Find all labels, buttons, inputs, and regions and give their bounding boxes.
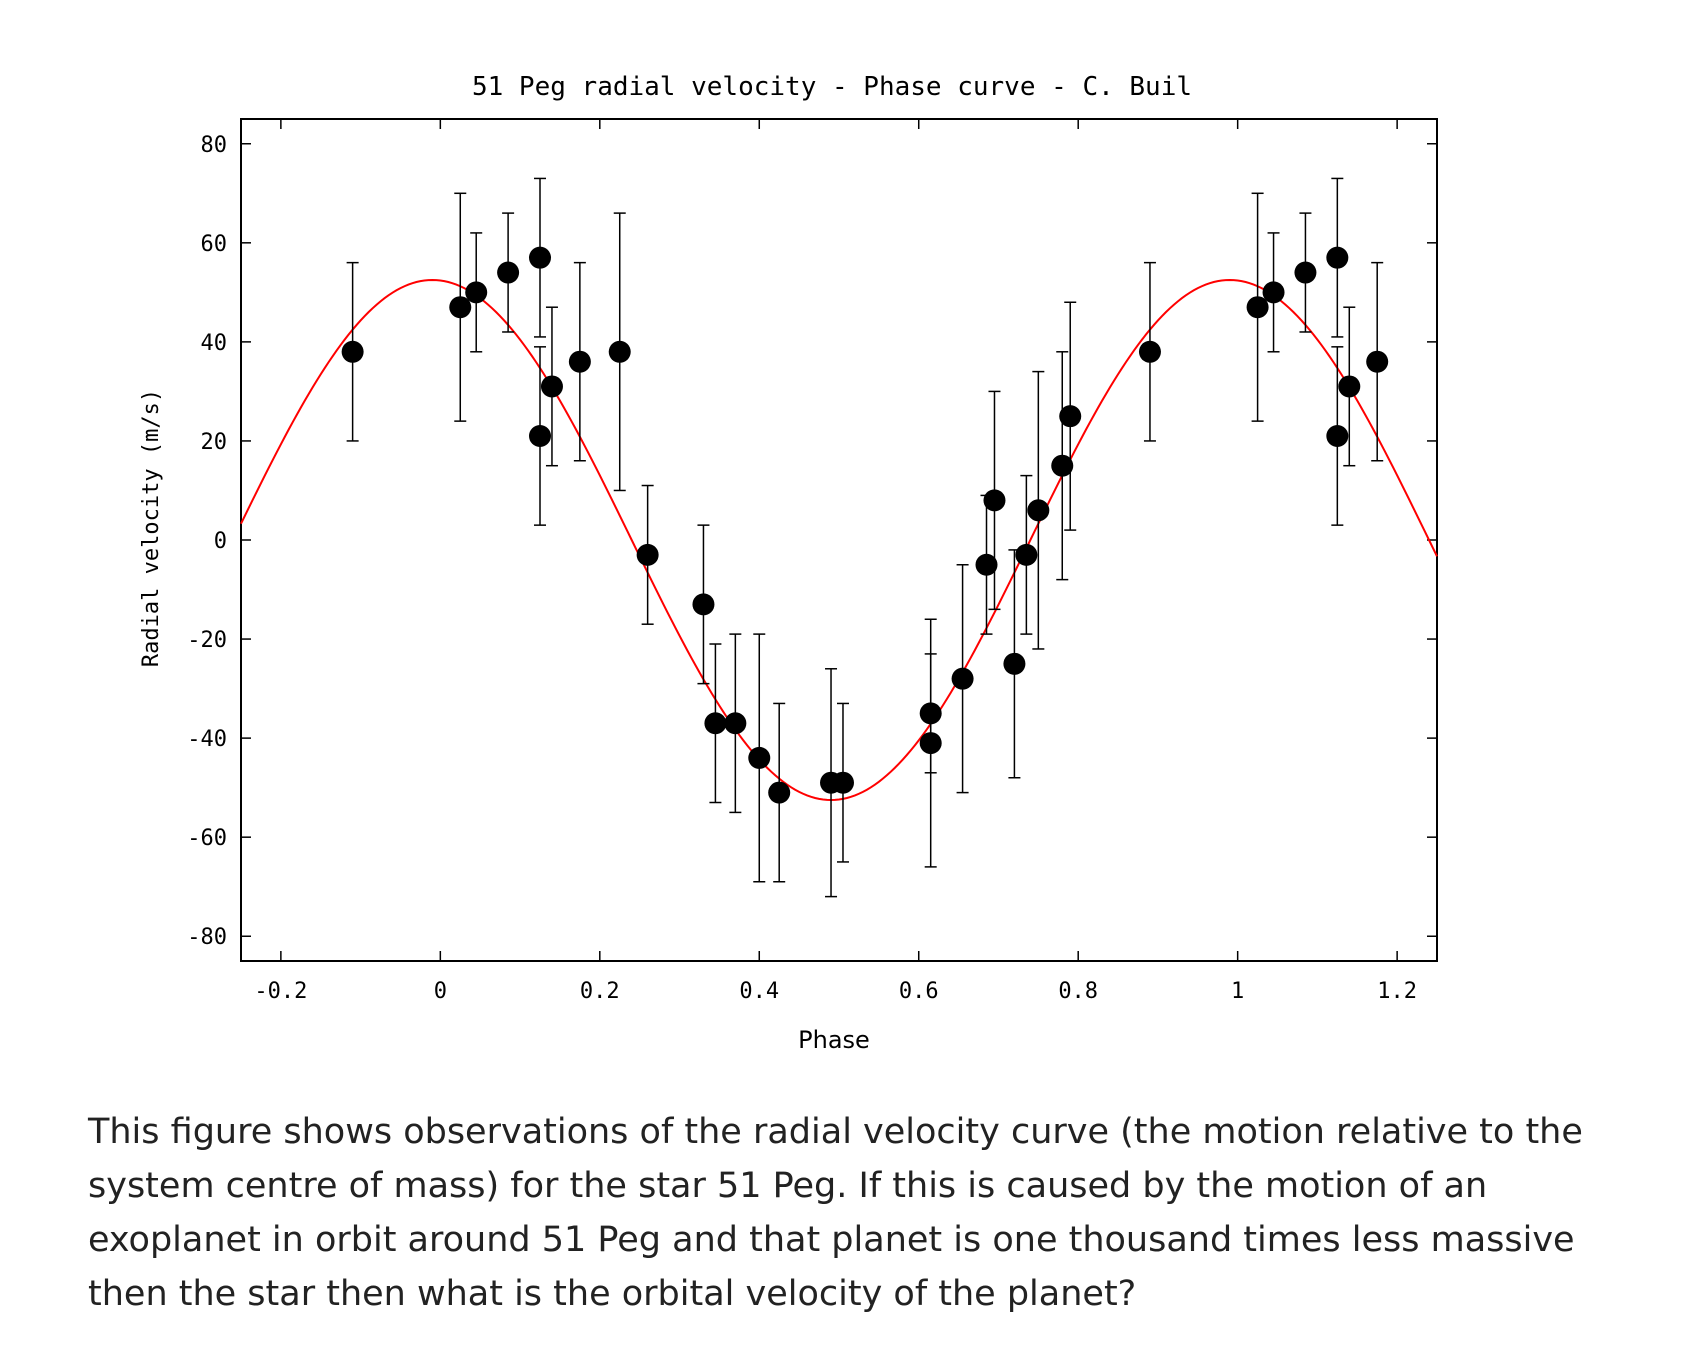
chart-title: 51 Peg radial velocity - Phase curve - C… <box>472 72 1192 102</box>
data-point <box>529 177 551 338</box>
y-tick-label: -40 <box>187 727 227 752</box>
fit-curve <box>240 278 1438 802</box>
y-tick-label: -80 <box>187 925 227 950</box>
data-marker <box>636 543 659 566</box>
data-marker <box>748 746 771 769</box>
data-point <box>1027 370 1050 650</box>
data-marker <box>1059 405 1082 428</box>
data-marker <box>1326 246 1349 269</box>
data-point <box>1003 549 1026 779</box>
data-point <box>1366 261 1389 462</box>
question-caption: This figure shows observations of the ra… <box>88 1112 1583 1314</box>
data-point <box>704 643 727 804</box>
data-point <box>768 702 791 883</box>
data-point <box>497 212 520 333</box>
data-marker <box>1138 340 1161 363</box>
y-tick-label: 40 <box>201 331 228 356</box>
data-marker <box>704 712 727 735</box>
data-marker <box>1294 261 1317 284</box>
y-tick-label: 0 <box>214 529 227 554</box>
data-marker <box>951 667 974 690</box>
data-marker <box>568 350 591 373</box>
data-point <box>341 261 364 442</box>
x-tick-label: 1 <box>1231 979 1244 1004</box>
data-point <box>724 633 747 814</box>
data-marker <box>1366 350 1389 373</box>
data-marker <box>1338 375 1361 398</box>
data-marker <box>1326 424 1349 447</box>
data-marker <box>919 732 942 755</box>
data-point <box>748 633 771 883</box>
data-marker <box>692 593 715 616</box>
data-point <box>692 524 715 685</box>
data-point <box>540 306 563 467</box>
data-point <box>1059 301 1082 531</box>
data-marker <box>341 340 364 363</box>
data-marker <box>768 781 791 804</box>
data-point <box>1246 192 1269 422</box>
data-marker <box>1246 296 1269 319</box>
data-point <box>1338 306 1361 467</box>
x-tick-label: -0.2 <box>254 979 307 1004</box>
data-point <box>919 618 942 868</box>
y-tick-label: -20 <box>187 628 227 653</box>
y-tick-label: -60 <box>187 826 227 851</box>
data-point <box>636 484 659 625</box>
data-point <box>568 261 591 462</box>
x-tick-label: 0.6 <box>899 979 939 1004</box>
y-tick-label: 80 <box>201 133 228 158</box>
data-marker <box>831 771 854 794</box>
data-marker <box>724 712 747 735</box>
x-tick-label: 0 <box>434 979 447 1004</box>
data-marker <box>975 553 998 576</box>
x-tick-label: 1.2 <box>1377 979 1417 1004</box>
y-tick-label: 60 <box>201 232 228 257</box>
data-point <box>831 702 854 863</box>
data-marker <box>465 281 488 304</box>
data-point <box>951 564 974 794</box>
data-marker <box>1015 543 1038 566</box>
data-point <box>1326 177 1349 338</box>
data-marker <box>540 375 563 398</box>
x-tick-label: 0.4 <box>739 979 779 1004</box>
data-marker <box>608 340 631 363</box>
data-marker <box>529 246 551 269</box>
data-marker <box>1051 454 1074 477</box>
data-point <box>983 390 1006 611</box>
x-tick-label: 0.8 <box>1058 979 1098 1004</box>
data-point <box>1138 261 1161 442</box>
data-point <box>465 232 488 353</box>
data-marker <box>1027 499 1050 522</box>
data-marker <box>1003 652 1026 675</box>
data-point <box>1051 351 1074 581</box>
data-marker <box>529 424 551 447</box>
data-marker <box>983 489 1006 512</box>
data-point <box>1294 212 1317 333</box>
data-point <box>449 192 472 422</box>
data-point <box>1326 346 1349 526</box>
x-tick-label: 0.2 <box>580 979 620 1004</box>
data-point <box>529 346 551 526</box>
data-marker <box>497 261 520 284</box>
x-axis-label: Phase <box>798 1026 870 1054</box>
y-axis-label: Radial velocity (m/s) <box>139 389 164 667</box>
y-tick-label: 20 <box>201 430 228 455</box>
data-point <box>1262 232 1285 353</box>
data-marker <box>449 296 472 319</box>
data-point <box>608 212 631 492</box>
data-point <box>1015 474 1038 635</box>
data-marker <box>1262 281 1285 304</box>
